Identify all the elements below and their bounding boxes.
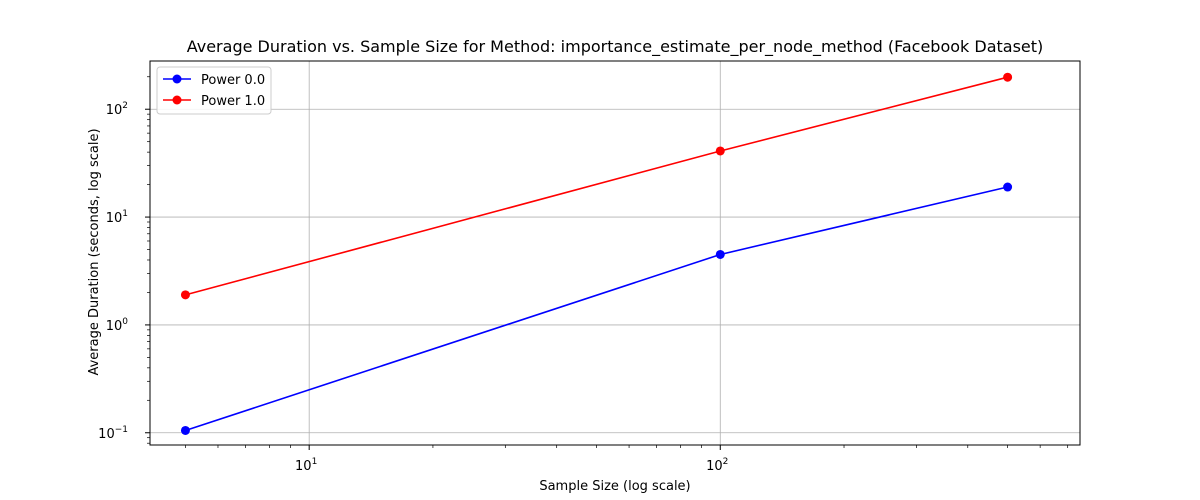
- y-tick-label: 10−1: [98, 425, 128, 442]
- legend-label: Power 0.0: [201, 73, 265, 88]
- data-point: [715, 249, 725, 259]
- series-1: [180, 72, 1013, 300]
- data-point: [1003, 182, 1013, 192]
- legend-marker: [172, 95, 182, 105]
- y-axis-label: Average Duration (seconds, log scale): [87, 128, 102, 375]
- minor-ticks: [147, 76, 1069, 448]
- chart-title: Average Duration vs. Sample Size for Met…: [187, 37, 1044, 57]
- series-0: [180, 182, 1013, 435]
- data-point: [715, 146, 725, 156]
- data-point: [180, 425, 190, 435]
- major-ticks: [145, 108, 721, 450]
- x-tick-label: 101: [295, 457, 317, 474]
- data-point: [1003, 72, 1013, 82]
- grid-lines: [150, 61, 1080, 445]
- legend-item: Power 0.0: [163, 73, 265, 88]
- plot-area-frame: [149, 60, 1081, 446]
- x-axis-label: Sample Size (log scale): [539, 479, 690, 494]
- data-point: [180, 290, 190, 300]
- y-tick-label: 101: [106, 209, 128, 226]
- legend-marker: [172, 74, 182, 84]
- y-tick-label: 100: [106, 317, 129, 334]
- series-layer: [180, 72, 1013, 435]
- series-line: [185, 186, 1008, 432]
- legend: Power 0.0 Power 1.0: [156, 66, 272, 115]
- tick-labels: 101 102 10−1 100 101 102: [98, 101, 728, 474]
- y-tick-label: 102: [106, 101, 128, 118]
- x-tick-label: 102: [706, 457, 728, 474]
- legend-item: Power 1.0: [163, 94, 265, 109]
- legend-label: Power 1.0: [201, 94, 265, 109]
- series-line: [185, 76, 1008, 296]
